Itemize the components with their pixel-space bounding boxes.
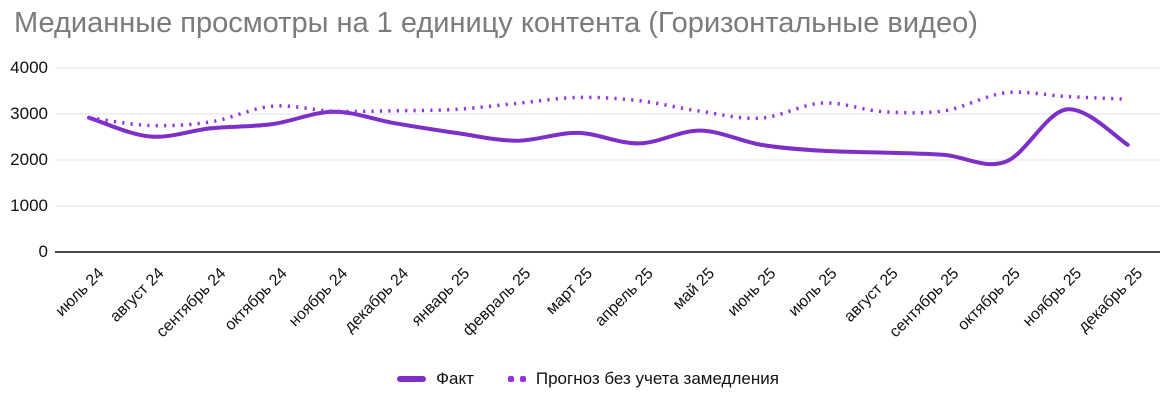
fact-line-swatch [397, 376, 427, 382]
legend-item-fact[interactable]: Факт [397, 369, 474, 389]
y-axis-label: 0 [38, 242, 48, 261]
y-axis-label: 1000 [10, 196, 48, 215]
y-axis-label: 4000 [10, 58, 48, 77]
legend-label-forecast: Прогноз без учета замедления [535, 369, 779, 388]
forecast-line-swatch [507, 376, 526, 382]
forecast-line [88, 90, 1128, 128]
chart-title: Медианные просмотры на 1 единицу контент… [14, 7, 978, 39]
y-axis-label: 3000 [10, 104, 48, 123]
legend: Факт Прогноз без учета замедления [0, 369, 1176, 389]
fact-line [87, 107, 1130, 167]
y-axis-label: 2000 [10, 150, 48, 169]
legend-label-fact: Факт [436, 369, 474, 388]
legend-item-forecast[interactable]: Прогноз без учета замедления [507, 369, 779, 389]
